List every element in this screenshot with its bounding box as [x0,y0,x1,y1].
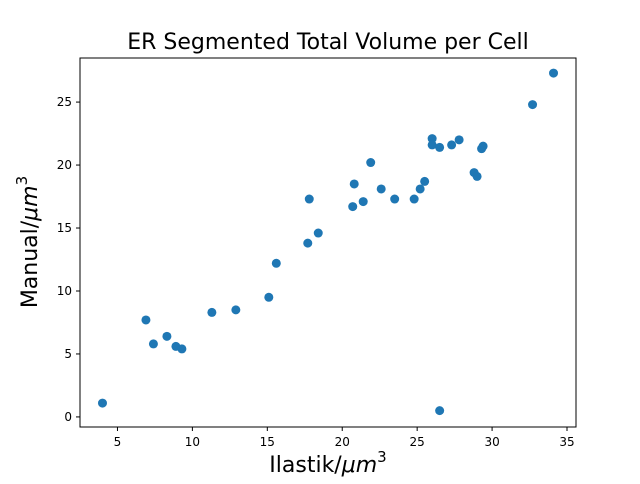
data-point [231,305,241,315]
chart-title: ER Segmented Total Volume per Cell [127,30,529,55]
y-axis-unit: μm [18,185,43,221]
x-tick-label: 35 [559,435,574,449]
x-tick-label: 30 [484,435,499,449]
x-axis-label-text: Ilastik/ [269,453,342,478]
data-point [303,238,313,248]
x-axis-ticks: 5 10 15 20 25 30 35 [114,427,575,449]
plot-frame [79,57,577,428]
y-tick-label: 0 [64,410,72,424]
x-tick-label: 15 [260,435,275,449]
data-point [435,142,445,152]
data-point [549,68,559,78]
data-point [304,194,314,204]
data-point [409,194,419,204]
y-axis-label-text: Manual/ [18,220,43,308]
y-tick-label: 25 [57,95,72,109]
y-axis-label: Manual/μm3 [13,176,43,308]
data-point [148,339,158,349]
x-axis-unit-exponent: 3 [377,448,387,466]
y-tick-label: 5 [64,347,72,361]
data-point [420,176,430,186]
data-point [454,135,464,145]
data-point [313,228,323,238]
data-point [349,179,359,189]
y-axis-ticks: 0 5 10 15 20 25 [57,95,80,424]
data-point [528,100,538,110]
y-tick-label: 20 [57,158,72,172]
data-point [415,184,425,194]
data-point [390,194,400,204]
data-point [358,197,368,207]
data-points [97,68,559,416]
data-point [348,202,358,212]
data-point [264,292,274,302]
data-point [97,398,107,408]
data-point [141,315,151,325]
y-tick-label: 15 [57,221,72,235]
data-point [427,140,437,150]
data-point [177,344,187,354]
data-point [162,331,172,341]
x-tick-label: 5 [114,435,122,449]
data-point [435,406,445,416]
x-axis-label: Ilastik/μm3 [269,448,386,478]
data-point [427,134,437,144]
data-point [366,158,376,168]
data-point [376,184,386,194]
y-tick-label: 10 [57,284,72,298]
data-point [472,171,482,181]
y-axis-unit-exponent: 3 [13,176,31,186]
x-tick-label: 25 [410,435,425,449]
x-axis-unit: μm [341,453,377,478]
x-tick-label: 20 [335,435,350,449]
data-point [207,307,217,317]
data-point [271,258,281,268]
data-point [447,140,457,150]
data-point [478,141,488,151]
x-tick-label: 10 [185,435,200,449]
